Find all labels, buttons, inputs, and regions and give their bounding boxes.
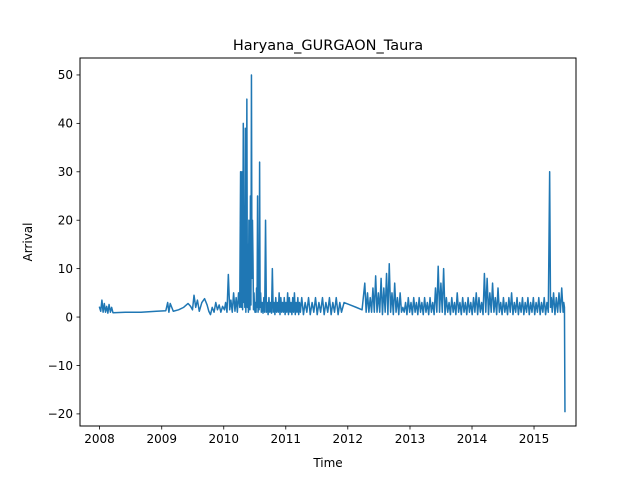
x-tick-label: 2013 [395,432,426,446]
x-tick-label: 2011 [271,432,302,446]
series-line-0 [98,74,566,413]
x-tick-label: 2010 [208,432,239,446]
y-tick-label: 40 [58,117,73,131]
x-axis-ticks: 2008 2009 2010 2011 2012 2013 2014 2015 [84,426,549,446]
y-tick-label: 10 [58,262,73,276]
y-tick-label: −20 [48,407,73,421]
series-layer [98,74,566,413]
y-axis-label: Arrival [21,223,35,262]
chart-title: Haryana_GURGAON_Taura [233,38,423,54]
x-axis-label: Time [312,456,342,470]
x-tick-label: 2014 [457,432,488,446]
y-tick-label: 20 [58,214,73,228]
x-tick-label: 2009 [146,432,177,446]
y-tick-label: −10 [48,359,73,373]
x-tick-label: 2008 [84,432,115,446]
y-tick-label: 0 [65,310,73,324]
y-tick-label: 50 [58,68,73,82]
y-tick-label: 30 [58,165,73,179]
y-axis-ticks: −20 −10 0 10 20 30 40 50 [48,68,80,421]
x-tick-label: 2015 [519,432,550,446]
x-tick-label: 2012 [333,432,364,446]
plot-frame [79,57,577,427]
